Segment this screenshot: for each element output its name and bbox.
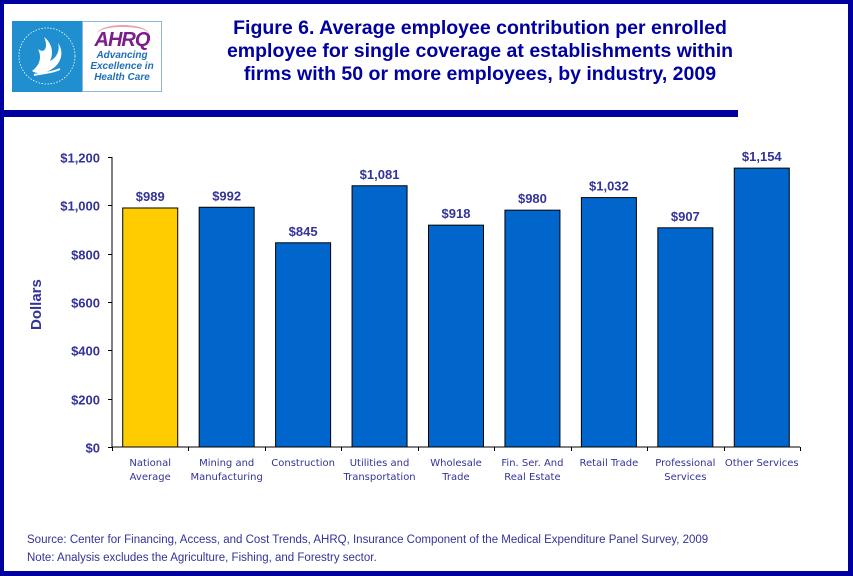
data-label: $907 [671, 209, 700, 224]
y-tick-label: $1,000 [60, 199, 100, 214]
data-label: $845 [289, 224, 318, 239]
footer-notes: Source: Center for Financing, Access, an… [27, 531, 708, 567]
source-note: Source: Center for Financing, Access, an… [27, 534, 709, 546]
bar-national-average [122, 207, 179, 448]
x-tick-label: Average [130, 472, 171, 483]
x-tick-label: Retail Trade [579, 458, 638, 469]
ahrq-tagline-3: Health Care [94, 72, 150, 83]
x-tick-label: Trade [441, 472, 469, 483]
x-tick-label: National [129, 458, 171, 469]
x-tick-label: Other Services [725, 458, 799, 469]
data-label: $1,032 [589, 179, 629, 194]
x-tick-label: Services [664, 472, 706, 483]
data-label: $1,081 [360, 167, 400, 182]
bar [351, 185, 408, 448]
data-label: $1,154 [742, 149, 783, 164]
y-tick-label: $200 [71, 393, 100, 408]
ahrq-tagline-1: Advancing [96, 50, 148, 61]
ahrq-logo: AHRQ Advancing Excellence in Health Care [82, 21, 162, 92]
bar [428, 224, 484, 448]
y-tick-label: $0 [86, 441, 100, 456]
y-tick-label: $600 [71, 296, 100, 311]
figure-title: Figure 6. Average employee contribution … [200, 17, 760, 86]
ahrq-tagline-2: Excellence in [90, 61, 154, 72]
title-line-1: Figure 6. Average employee contribution … [233, 17, 727, 39]
x-tick-label: Transportation [342, 472, 415, 483]
agency-logo: AHRQ Advancing Excellence in Health Care [12, 21, 162, 92]
data-label: $992 [212, 188, 241, 203]
y-axis-label: Dollars [28, 279, 45, 330]
exclusion-note: Note: Analysis excludes the Agriculture,… [27, 552, 377, 564]
bar [657, 227, 714, 448]
x-tick-label: Construction [271, 458, 335, 469]
y-tick-label: $400 [71, 344, 100, 359]
bar [504, 209, 561, 448]
data-label: $980 [518, 191, 547, 206]
x-tick-label: Real Estate [504, 472, 560, 483]
bar [733, 167, 790, 448]
x-tick-label: Wholesale [430, 458, 482, 469]
y-tick-label: $800 [71, 248, 100, 263]
x-tick-label: Fin. Ser. And [501, 458, 563, 469]
data-label: $918 [442, 206, 471, 221]
bar [275, 242, 332, 448]
x-tick-label: Manufacturing [190, 472, 262, 483]
x-tick-label: Utilities and [350, 458, 410, 469]
title-line-2: employee for single coverage at establis… [226, 40, 734, 62]
data-label: $989 [136, 189, 165, 204]
bar [198, 206, 255, 448]
bar [580, 197, 637, 448]
hhs-eagle-seal-icon [12, 21, 82, 92]
x-tick-label: Professional [655, 458, 715, 469]
title-divider [0, 110, 738, 117]
title-line-3: firms with 50 or more employees, by indu… [243, 63, 717, 85]
x-tick-label: Mining and [199, 458, 254, 469]
y-tick-label: $1,200 [60, 151, 100, 166]
